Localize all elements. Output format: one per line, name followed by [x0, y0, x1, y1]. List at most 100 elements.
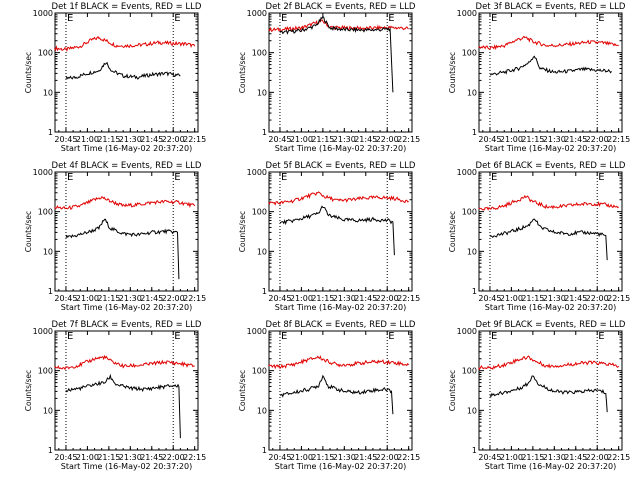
event-marker-label: E: [67, 331, 73, 342]
event-marker-label: E: [598, 13, 604, 24]
events-series-line: [489, 375, 608, 413]
x-tick-label: 22:00: [586, 294, 609, 303]
plot-frame: [478, 330, 623, 451]
events-series-line: [65, 373, 181, 439]
x-tick-label: 20:45: [54, 135, 77, 144]
x-tick-label: 20:45: [268, 135, 291, 144]
y-tick-label: 1: [48, 287, 53, 296]
event-marker-label: E: [67, 172, 73, 183]
y-tick-label: 1: [48, 128, 53, 137]
y-tick-label: 1000: [33, 9, 53, 18]
y-axis-label: Counts/sec: [448, 52, 457, 93]
chart-title: Det 4f BLACK = Events, RED = LLD: [52, 161, 202, 171]
y-tick-label: 1000: [247, 327, 267, 336]
event-marker-label: E: [67, 13, 73, 24]
detector-chart: Det 1f BLACK = Events, RED = LLD 1 10 100 10…: [24, 2, 206, 153]
x-tick-label: 21:15: [97, 453, 120, 462]
x-tick-label: 21:45: [564, 453, 587, 462]
x-tick-label: 21:45: [140, 135, 163, 144]
y-tick-label: 1000: [457, 168, 477, 177]
x-tick-label: 20:45: [478, 453, 501, 462]
x-axis-label: Start Time (16-May-02 20:37:20): [61, 303, 192, 312]
lld-series-line: [54, 354, 195, 371]
x-tick-label: 21:45: [354, 135, 377, 144]
y-tick-label: 10: [43, 247, 53, 256]
detector-chart: Det 7f BLACK = Events, RED = LLD 1 10 100 10…: [24, 320, 206, 471]
y-tick-label: 10: [43, 88, 53, 97]
y-tick-label: 100: [38, 367, 53, 376]
x-tick-label: 21:00: [290, 135, 313, 144]
y-tick-label: 10: [467, 406, 477, 415]
y-tick-label: 100: [462, 367, 477, 376]
event-marker-label: E: [174, 331, 180, 342]
x-tick-label: 21:45: [140, 294, 163, 303]
events-series-line: [65, 61, 181, 80]
y-tick-label: 1: [262, 446, 267, 455]
y-axis-label: Counts/sec: [238, 211, 247, 252]
event-marker-label: E: [491, 172, 497, 183]
chart-title: Det 9f BLACK = Events, RED = LLD: [476, 320, 626, 330]
x-tick-label: 21:15: [521, 453, 544, 462]
event-marker-label: E: [281, 172, 287, 183]
y-tick-label: 1000: [33, 168, 53, 177]
y-tick-label: 1000: [33, 327, 53, 336]
x-axis-label: Start Time (16-May-02 20:37:20): [61, 462, 192, 471]
x-tick-label: 20:45: [268, 453, 291, 462]
y-tick-label: 1000: [247, 168, 267, 177]
lld-series-line: [54, 196, 196, 210]
plot-frame: [478, 12, 623, 133]
y-tick-label: 1: [262, 287, 267, 296]
x-tick-label: 21:30: [119, 453, 142, 462]
x-tick-label: 21:45: [354, 294, 377, 303]
y-tick-label: 10: [467, 247, 477, 256]
y-tick-label: 100: [252, 208, 267, 217]
x-axis-label: Start Time (16-May-02 20:37:20): [61, 144, 192, 153]
plot-frame: [268, 330, 413, 451]
detector-chart: Det 3f BLACK = Events, RED = LLD 1 10 100 10…: [448, 2, 630, 153]
detector-chart: Det 9f BLACK = Events, RED = LLD 1 10 100 10…: [448, 320, 630, 471]
y-tick-label: 100: [38, 208, 53, 217]
x-tick-label: 21:15: [97, 294, 120, 303]
x-tick-label: 20:45: [54, 453, 77, 462]
x-tick-label: 21:30: [119, 135, 142, 144]
y-axis-label: Counts/sec: [24, 52, 33, 93]
y-tick-label: 1: [262, 128, 267, 137]
y-axis-label: Counts/sec: [24, 211, 33, 252]
y-axis-label: Counts/sec: [24, 370, 33, 411]
detector-chart: Det 5f BLACK = Events, RED = LLD 1 10 100 10…: [238, 161, 420, 312]
x-tick-label: 21:30: [333, 135, 356, 144]
event-marker-label: E: [388, 13, 394, 24]
event-marker-label: E: [491, 331, 497, 342]
y-tick-label: 100: [252, 367, 267, 376]
x-tick-label: 21:15: [97, 135, 120, 144]
y-tick-label: 1000: [247, 9, 267, 18]
detector-chart: Det 8f BLACK = Events, RED = LLD 1 10 100 10…: [238, 320, 420, 471]
lld-series-line: [268, 355, 410, 370]
x-tick-label: 21:00: [500, 453, 523, 462]
event-marker-label: E: [388, 331, 394, 342]
y-axis-label: Counts/sec: [448, 211, 457, 252]
lld-series-line: [268, 191, 409, 206]
x-tick-label: 21:15: [311, 453, 334, 462]
y-tick-label: 100: [462, 49, 477, 58]
y-axis-label: Counts/sec: [238, 370, 247, 411]
y-tick-label: 100: [38, 49, 53, 58]
x-tick-label: 20:45: [478, 135, 501, 144]
plot-frame: [54, 12, 199, 133]
event-marker-label: E: [598, 331, 604, 342]
x-axis-label: Start Time (16-May-02 20:37:20): [275, 303, 406, 312]
y-tick-label: 10: [257, 406, 267, 415]
x-tick-label: 21:30: [543, 294, 566, 303]
y-tick-label: 10: [43, 406, 53, 415]
x-axis-label: Start Time (16-May-02 20:37:20): [485, 144, 616, 153]
x-tick-label: 21:00: [290, 453, 313, 462]
x-tick-label: 22:15: [183, 135, 206, 144]
x-tick-label: 21:00: [500, 135, 523, 144]
x-tick-label: 21:00: [76, 135, 99, 144]
x-tick-label: 21:30: [333, 294, 356, 303]
events-series-line: [489, 55, 612, 76]
x-tick-label: 21:30: [543, 135, 566, 144]
x-tick-label: 20:45: [268, 294, 291, 303]
x-tick-label: 22:00: [376, 294, 399, 303]
y-tick-label: 1: [472, 446, 477, 455]
